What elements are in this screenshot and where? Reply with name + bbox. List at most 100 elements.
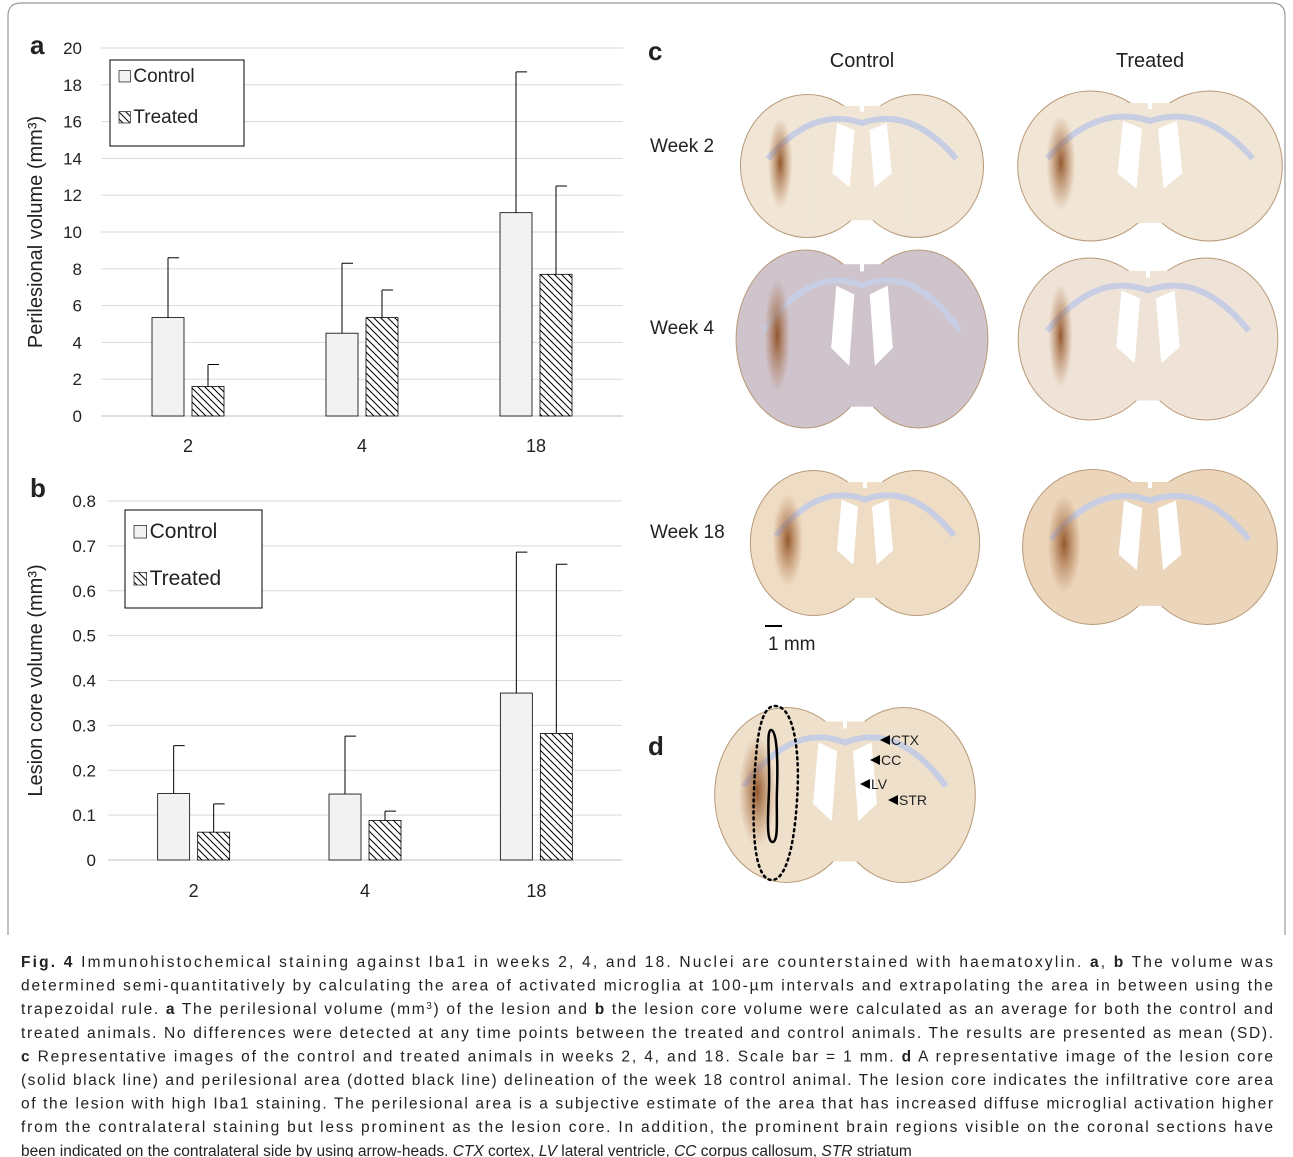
bar — [329, 794, 361, 860]
y-tick-label: 0 — [73, 407, 82, 426]
midline-gap — [860, 250, 864, 271]
region-label: LV — [871, 776, 888, 792]
legend-label: Treated — [133, 107, 198, 128]
caption-run: 3 — [426, 1001, 432, 1012]
caption-run: Immunohistochemical staining against Iba… — [75, 954, 1088, 971]
midline-gap — [1146, 401, 1150, 420]
iba1-stain — [768, 117, 793, 209]
y-tick-label: 0.6 — [72, 582, 96, 601]
bar — [198, 832, 230, 860]
legend-label: Treated — [150, 567, 222, 590]
y-tick-label: 4 — [73, 333, 82, 352]
caption-run: been indicated on the contralateral side… — [21, 1143, 453, 1157]
y-tick-label: 8 — [73, 260, 82, 279]
x-tick-label: 2 — [189, 881, 199, 901]
midline-gap — [860, 95, 864, 112]
caption-line: of the lesion with high Iba1 staining. T… — [21, 1096, 1273, 1113]
error-bar — [168, 258, 179, 318]
caption-run: treated animals. No differences were det… — [21, 1025, 1273, 1042]
scale-bar-label: 1 mm — [768, 634, 816, 655]
column-label: Control — [830, 50, 894, 72]
midline-gap — [860, 220, 864, 237]
y-tick-label: 2 — [73, 370, 82, 389]
x-tick-label: 4 — [360, 881, 370, 901]
error-bar — [516, 72, 527, 213]
brain-section — [750, 471, 979, 616]
bar — [192, 387, 224, 416]
y-tick-label: 12 — [63, 186, 82, 205]
legend-swatch — [119, 71, 130, 82]
y-tick-label: 20 — [63, 39, 82, 58]
midline-gap — [843, 708, 847, 729]
error-bar — [556, 564, 567, 733]
panel-label: c — [648, 36, 662, 66]
iba1-stain — [1046, 115, 1076, 211]
y-tick-label: 10 — [63, 223, 82, 242]
iba1-stain — [1047, 494, 1081, 593]
bar — [369, 821, 401, 860]
caption-line: from the contralateral staining but less… — [21, 1119, 1273, 1136]
midline-gap — [1148, 606, 1152, 625]
caption-line: been indicated on the contralateral side… — [21, 1143, 912, 1157]
panel-label: d — [648, 731, 664, 761]
error-bar — [516, 552, 527, 693]
caption-run: Fig. 4 — [21, 954, 73, 971]
caption-line: treated animals. No differences were det… — [21, 1025, 1273, 1042]
row-label: Week 2 — [650, 136, 714, 157]
error-bar — [214, 804, 225, 832]
bar — [152, 318, 184, 416]
region-label: STR — [899, 792, 927, 808]
midline-gap — [1148, 91, 1152, 109]
caption-run: The perilesional volume (mm — [176, 1001, 424, 1018]
bar — [366, 318, 398, 416]
caption-run: A representative image of the lesion cor… — [913, 1048, 1273, 1065]
error-bar — [342, 263, 353, 333]
caption-line: trapezoidal rule. a The perilesional vol… — [21, 1001, 1273, 1019]
panel-label: a — [30, 30, 45, 60]
caption-run: trapezoidal rule. — [21, 1001, 164, 1018]
x-tick-label: 4 — [357, 436, 367, 456]
x-tick-label: 18 — [526, 881, 546, 901]
caption-run: the lesion core volume were calculated a… — [606, 1001, 1273, 1018]
column-label: Treated — [1116, 50, 1184, 72]
caption-run: CC — [674, 1143, 697, 1157]
caption-run: a — [166, 1001, 175, 1018]
midline-gap — [860, 407, 864, 428]
bar — [500, 213, 532, 416]
legend-label: Control — [133, 66, 194, 87]
caption-run: ) of the lesion and — [434, 1001, 593, 1018]
brain-section — [1018, 91, 1283, 241]
brain-section — [736, 250, 988, 428]
caption-run: d — [902, 1048, 911, 1065]
caption-run: STR — [821, 1143, 852, 1157]
y-tick-label: 0 — [87, 851, 96, 870]
midline-gap — [1146, 258, 1150, 277]
error-bar — [556, 186, 567, 274]
row-label: Week 18 — [650, 522, 725, 543]
x-tick-label: 18 — [526, 436, 546, 456]
iba1-stain — [773, 494, 803, 587]
caption-line: Fig. 4 Immunohistochemical staining agai… — [21, 954, 1273, 971]
y-tick-label: 0.8 — [72, 492, 96, 511]
error-bar — [208, 364, 219, 386]
brain-images — [715, 91, 1283, 883]
y-tick-label: 0.5 — [72, 627, 96, 646]
iba1-stain — [764, 278, 790, 392]
caption-run: determined semi-quantitatively by calcul… — [21, 978, 1273, 995]
midline-gap — [1148, 223, 1152, 241]
caption-run: LV — [539, 1143, 559, 1157]
region-label: CTX — [891, 732, 920, 748]
x-tick-label: 2 — [183, 436, 193, 456]
caption-run: of the lesion with high Iba1 staining. T… — [21, 1096, 1273, 1113]
error-bar — [174, 746, 185, 794]
legend-label: Control — [150, 520, 218, 543]
caption-run: a — [1090, 954, 1099, 971]
y-tick-label: 18 — [63, 76, 82, 95]
caption-run: b — [595, 1001, 604, 1018]
bar — [500, 693, 532, 860]
caption-run: , — [1101, 954, 1112, 971]
y-tick-label: 14 — [63, 149, 82, 168]
legend-swatch — [134, 572, 147, 585]
error-bar — [385, 811, 396, 820]
y-tick-label: 0.4 — [72, 672, 96, 691]
